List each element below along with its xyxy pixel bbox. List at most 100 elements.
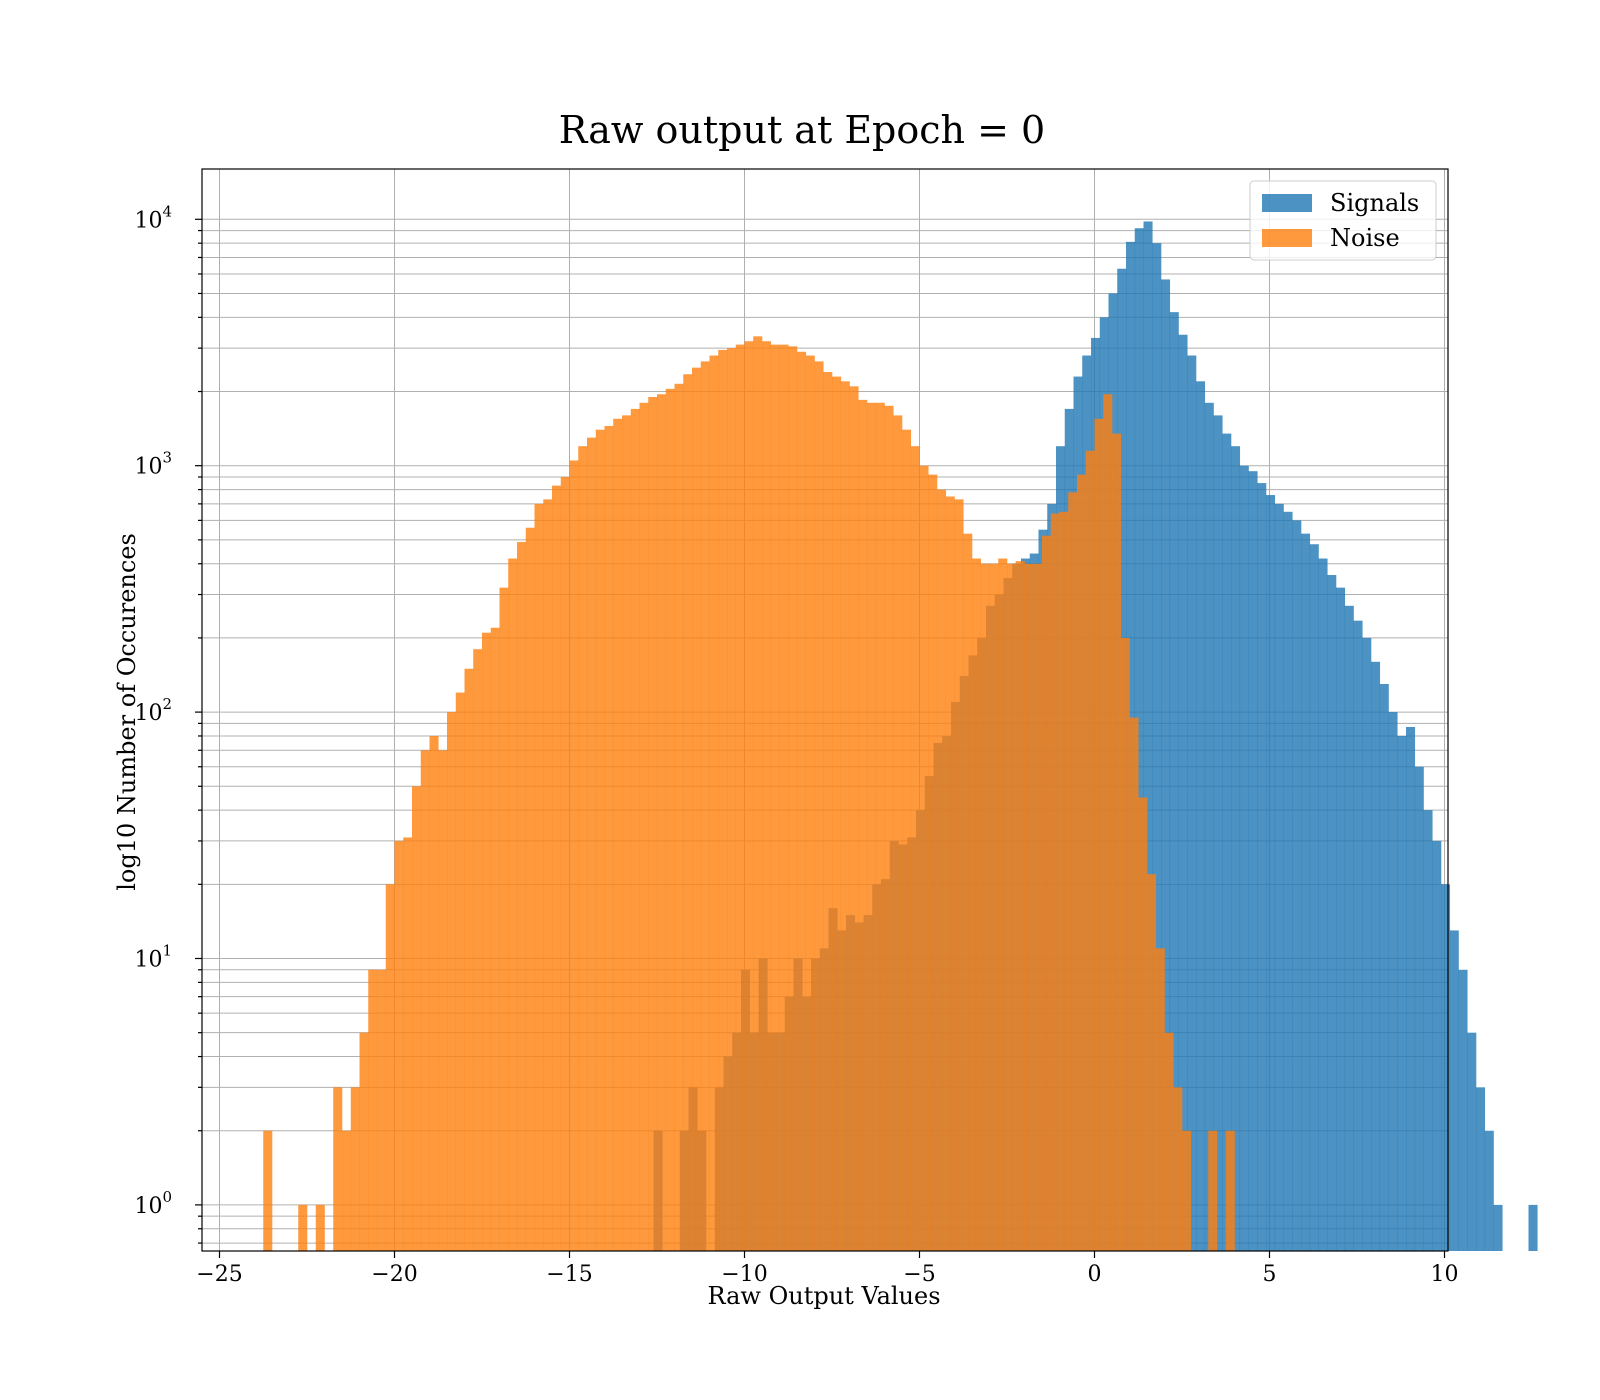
histogram-bar [1353, 620, 1363, 1251]
histogram-bar [998, 558, 1008, 1251]
histogram-bar [1274, 503, 1284, 1251]
histogram-bar [989, 563, 999, 1251]
histogram-bar [1493, 1204, 1503, 1251]
histogram-bar [797, 351, 807, 1251]
histogram-bar [945, 496, 955, 1252]
histogram-bar [1155, 948, 1165, 1251]
histogram-bar [455, 692, 465, 1251]
legend-swatch-signals [1262, 194, 1312, 212]
x-tick-label: −5 [903, 1262, 935, 1287]
series-noise [263, 336, 1235, 1252]
histogram-bar [499, 587, 509, 1251]
histogram-bar [823, 372, 833, 1251]
histogram-bar [875, 402, 885, 1251]
histogram-bar [517, 542, 527, 1251]
histogram-bar [665, 388, 675, 1251]
histogram-bar [972, 558, 982, 1251]
histogram-bar [1371, 661, 1381, 1251]
histogram-bar [753, 336, 763, 1252]
histogram-bar [902, 429, 912, 1251]
x-tick-label: 10 [1431, 1262, 1459, 1287]
histogram-bar [350, 1087, 360, 1251]
histogram-bar [1015, 561, 1025, 1251]
y-tick-label: 100 [134, 1188, 172, 1219]
x-tick-label: −10 [721, 1262, 767, 1287]
histogram-bar [867, 402, 877, 1251]
histogram-bar [1379, 684, 1389, 1251]
histogram-bar [657, 394, 667, 1252]
legend: Signals Noise [1249, 180, 1437, 261]
histogram-bar [604, 425, 614, 1251]
histogram-bar [447, 712, 457, 1251]
histogram-bar [1449, 930, 1459, 1251]
histogram-bar [578, 446, 588, 1251]
histogram-bar [569, 460, 579, 1252]
histogram-bar [858, 399, 868, 1251]
histogram-bar [1161, 279, 1171, 1251]
histogram-bar [1406, 727, 1416, 1251]
histogram-bar [1042, 535, 1052, 1251]
histogram-bar [560, 476, 570, 1252]
histogram-bar [1147, 874, 1157, 1251]
histogram-bar [333, 1087, 343, 1251]
histogram-bar [1362, 637, 1372, 1251]
histogram-bar [403, 837, 413, 1251]
histogram-bar [622, 415, 632, 1251]
histogram-bar [832, 376, 842, 1251]
histogram-bar [1301, 533, 1311, 1251]
histogram-bar [1397, 735, 1407, 1251]
histogram-bar [1248, 471, 1258, 1251]
histogram-bar [849, 386, 859, 1251]
histogram-bar [692, 367, 702, 1251]
histogram-bar [1327, 575, 1337, 1251]
histogram-bar [1077, 474, 1087, 1251]
histogram-bar [1024, 563, 1034, 1251]
histogram-bar [718, 349, 728, 1251]
histogram-bar [630, 408, 640, 1251]
histogram-bar [674, 383, 684, 1251]
histogram-bar [1094, 418, 1104, 1251]
x-tick-label: −20 [371, 1262, 417, 1287]
histogram-bar [438, 750, 448, 1251]
histogram-bar [1257, 483, 1267, 1252]
histogram-bar [1112, 433, 1122, 1252]
x-axis-label: Raw Output Values [707, 1282, 940, 1310]
histogram-bar [1467, 1032, 1477, 1251]
histogram-bar [1458, 969, 1468, 1251]
histogram-bar [937, 489, 947, 1252]
legend-swatch-noise [1262, 229, 1312, 247]
y-tick-label: 104 [134, 202, 172, 233]
x-tick-label: 5 [1263, 1262, 1277, 1287]
histogram-bar [954, 499, 964, 1251]
x-tick-label: 0 [1088, 1262, 1102, 1287]
y-axis-label: log10 Number of Occurences [113, 533, 141, 891]
histogram-bar [1528, 1204, 1538, 1251]
histogram-bar [884, 405, 894, 1251]
histogram-bar [508, 558, 518, 1251]
histogram-bar [298, 1204, 308, 1251]
histogram-bar [1388, 712, 1398, 1251]
histogram-bar [1164, 1032, 1174, 1251]
y-tick-label: 102 [134, 695, 172, 726]
legend-label-noise: Noise [1330, 224, 1400, 252]
histogram-bar [1476, 1087, 1486, 1251]
histogram-bar [1007, 563, 1017, 1251]
histogram-bar [928, 474, 938, 1251]
histogram-bar [770, 344, 780, 1251]
histogram-bar [1187, 355, 1197, 1251]
x-tick-label: −25 [196, 1262, 242, 1287]
histogram-bar [473, 649, 483, 1251]
histogram-bar [534, 503, 544, 1251]
histogram-bar [700, 361, 710, 1251]
histogram-bar [464, 668, 474, 1251]
histogram-bar [1239, 465, 1249, 1251]
chart-title: Raw output at Epoch = 0 [559, 108, 1045, 152]
histogram-bar [1085, 450, 1095, 1251]
histogram-bar [910, 446, 920, 1251]
histogram-bar [1196, 381, 1206, 1251]
histogram-bar [552, 485, 562, 1251]
histogram-bar [1222, 433, 1232, 1252]
histogram-bar [1143, 221, 1153, 1252]
histogram-bar [1292, 520, 1302, 1251]
